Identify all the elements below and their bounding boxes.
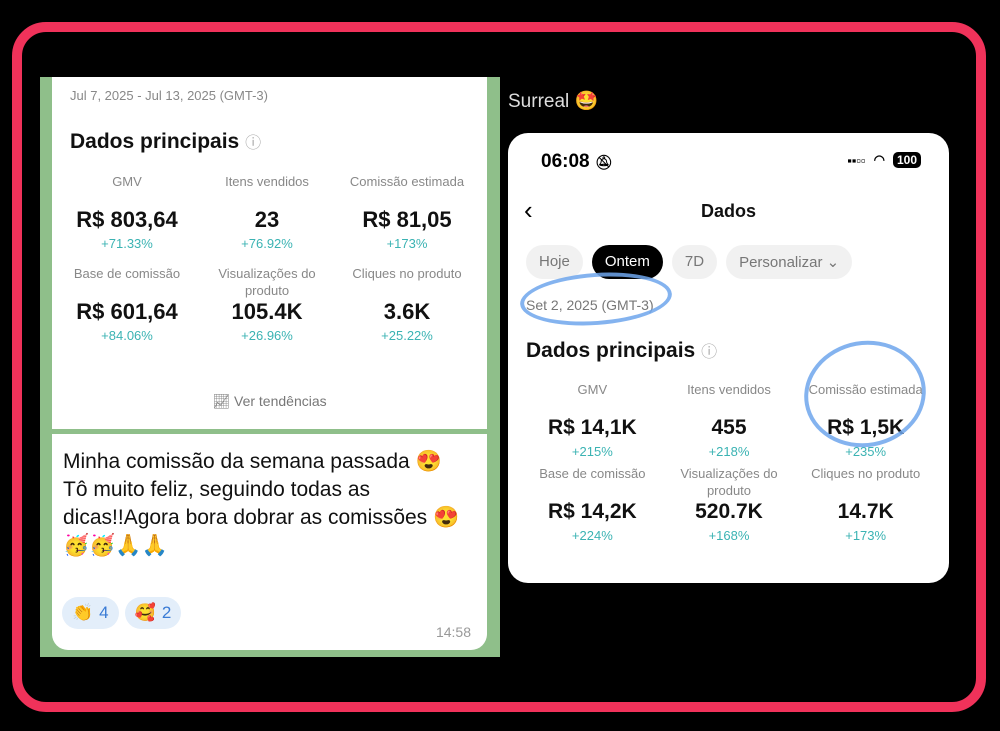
metric-label: Comissão estimada: [808, 382, 923, 397]
metric-change: +26.96%: [241, 328, 293, 343]
metric-label: Base de comissão: [539, 466, 646, 481]
chart-icon: 📈︎: [212, 393, 231, 409]
battery-icon: 100: [892, 152, 921, 168]
metric-label: GMV: [112, 174, 142, 189]
metric-value: R$ 14,2K: [547, 500, 637, 523]
metric-change: +84.06%: [101, 328, 153, 343]
message-time: 14:58: [435, 624, 471, 640]
metric-label: Cliques no produto: [811, 466, 921, 481]
clock: 06:08 🔕︎: [541, 151, 613, 172]
metric-change: +168%: [708, 528, 750, 543]
metric-1: Itens vendidos 455 +218%: [661, 381, 798, 459]
info-icon[interactable]: ⓘ: [245, 135, 262, 152]
wifi-icon: ◠: [873, 152, 885, 167]
metric-5: Cliques no produto 3.6K +25.22%: [337, 265, 477, 343]
metric-label: Itens vendidos: [225, 174, 309, 189]
metric-value: R$ 14,1K: [547, 416, 637, 439]
metric-value: R$ 601,64: [76, 299, 178, 324]
metric-change: +235%: [845, 444, 887, 459]
metric-value: R$ 1,5K: [827, 416, 905, 439]
metric-change: +71.33%: [101, 236, 153, 251]
metric-4: Visualizações do produto 105.4K +26.96%: [197, 265, 337, 343]
metric-label: GMV: [577, 382, 608, 397]
metric-value: R$ 803,64: [76, 207, 178, 232]
tab-7d[interactable]: 7D: [671, 245, 718, 279]
metric-value: 520.7K: [695, 500, 763, 523]
page-title: Dados: [700, 201, 756, 221]
metric-change: +224%: [571, 528, 613, 543]
metric-change: +25.22%: [381, 328, 433, 343]
metric-label: Cliques no produto: [352, 266, 462, 281]
reaction-love[interactable]: 🥰 2: [124, 597, 182, 629]
metric-0: GMV R$ 803,64 +71.33%: [57, 173, 197, 251]
info-icon[interactable]: ⓘ: [701, 344, 718, 361]
metric-1: Itens vendidos 23 +76.92%: [197, 173, 337, 251]
metric-value: 14.7K: [837, 500, 894, 523]
metric-change: +173%: [386, 236, 428, 251]
metric-change: +76.92%: [241, 236, 293, 251]
stats-card: Jul 7, 2025 - Jul 13, 2025 (GMT-3) Dados…: [52, 77, 487, 429]
section-title: Dados principais ⓘ: [70, 130, 262, 153]
chat-screenshot: Jul 7, 2025 - Jul 13, 2025 (GMT-3) Dados…: [40, 77, 500, 657]
date-label: Set 2, 2025 (GMT-3): [526, 297, 654, 313]
metric-2: Comissão estimada R$ 1,5K +235%: [797, 381, 934, 459]
metric-value: 105.4K: [231, 299, 303, 324]
metric-change: +173%: [845, 528, 887, 543]
view-trends-button[interactable]: 📈︎ Ver tendências: [212, 393, 327, 409]
phone-screenshot: 06:08 🔕︎ ▪▪▫▫ ◠ 100 ‹ Dados Hoje Ontem 7D …: [508, 133, 949, 583]
metric-label: Comissão estimada: [349, 174, 465, 189]
caption: Surreal 🤩: [508, 91, 599, 112]
metric-2: Comissão estimada R$ 81,05 +173%: [337, 173, 477, 251]
metric-label: Base de comissão: [73, 266, 181, 281]
metric-4: Visualizações do produto 520.7K +168%: [661, 465, 798, 543]
metric-5: Cliques no produto 14.7K +173%: [797, 465, 934, 543]
metric-label: Visualizações do produto: [680, 466, 778, 498]
reaction-clap[interactable]: 👏 4: [62, 597, 119, 629]
bell-off-icon: 🔕︎: [594, 154, 613, 170]
tab-ontem[interactable]: Ontem: [591, 245, 663, 279]
tab-hoje[interactable]: Hoje: [526, 245, 583, 279]
metric-label: Visualizações do produto: [218, 266, 316, 298]
metric-value: R$ 81,05: [362, 207, 452, 232]
metric-label: Itens vendidos: [687, 382, 771, 397]
metrics-grid: GMV R$ 803,64 +71.33% Itens vendidos 23 +76.9…: [57, 173, 477, 343]
metric-change: +218%: [708, 444, 750, 459]
section-title: Dados principais ⓘ: [526, 339, 718, 362]
date-range: Jul 7, 2025 - Jul 13, 2025 (GMT-3): [70, 88, 268, 103]
back-icon[interactable]: ‹: [524, 195, 533, 225]
signal-icon: ▪▪▫▫: [847, 152, 866, 168]
pink-frame: [12, 22, 986, 712]
metric-change: +215%: [571, 444, 613, 459]
metric-0: GMV R$ 14,1K +215%: [524, 381, 661, 459]
message-bubble: Minha comissão da semana passada 😍 Tô mu…: [52, 434, 487, 650]
metrics-grid: GMV R$ 14,1K +215% Itens vendidos 455 +218% Co…: [524, 381, 934, 543]
metric-value: 455: [711, 416, 747, 439]
metric-value: 3.6K: [383, 299, 431, 324]
metric-value: 23: [254, 207, 280, 232]
metric-3: Base de comissão R$ 14,2K +224%: [524, 465, 661, 543]
message-text: Minha comissão da semana passada 😍 Tô mu…: [63, 450, 460, 557]
tab-personalizar[interactable]: Personalizar ⌄: [726, 245, 853, 279]
metric-3: Base de comissão R$ 601,64 +84.06%: [57, 265, 197, 343]
